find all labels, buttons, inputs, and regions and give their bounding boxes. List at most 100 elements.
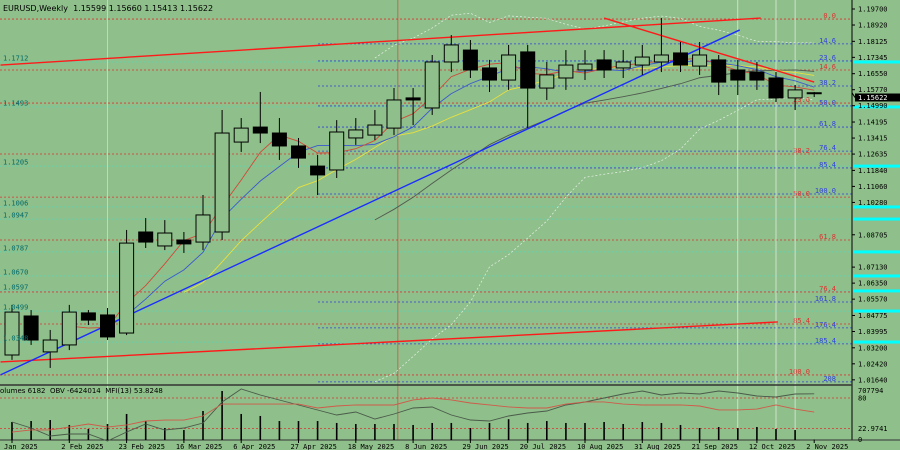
- candle: [386, 88, 402, 136]
- fib-blue-label: 50.0: [819, 99, 836, 107]
- candle-body: [634, 56, 650, 66]
- price-tick-label: 1.08705: [858, 231, 888, 239]
- candle: [310, 154, 326, 196]
- candle-body: [653, 54, 669, 63]
- mfi-line: [11, 397, 815, 433]
- time-tick-label: 27 Apr 2025: [291, 443, 337, 450]
- time-tick-label: 18 May 2025: [348, 443, 394, 450]
- candle: [138, 218, 154, 249]
- candle-body: [749, 71, 765, 81]
- fib-red-label: 100.0: [789, 368, 810, 376]
- fib-blue-label: 61.8: [819, 120, 836, 128]
- price-tick-label: 1.11060: [858, 183, 888, 191]
- candle: [787, 84, 803, 111]
- current-price-pointer: [851, 92, 856, 98]
- bollinger-lower-band: [374, 96, 815, 383]
- time-tick-label: 23 Feb 2025: [119, 443, 165, 450]
- fib-blue-label: 38.2: [819, 79, 836, 87]
- fib-red-label: 76.4: [819, 285, 836, 293]
- fib-red-label: 61.8: [819, 233, 836, 241]
- candle: [615, 50, 631, 78]
- highlight-level-label: 1.1006: [3, 199, 28, 207]
- price-tick-label: 1.02420: [858, 360, 888, 368]
- candle: [367, 110, 383, 141]
- highlight-level-label: 1.0499: [3, 304, 28, 312]
- candle-body: [4, 311, 20, 356]
- time-tick-label: 10 Aug 2025: [577, 443, 623, 450]
- fib-blue-label: 14.6: [819, 37, 836, 45]
- price-tick-label: 1.01640: [858, 376, 888, 384]
- candle-body: [176, 239, 192, 245]
- candle-body: [100, 314, 115, 338]
- indicator-header: olumes 6182 OBV -6424014 MFI(13) 53.8248: [0, 387, 163, 395]
- mfi-axis-low: 22.9741: [858, 425, 888, 433]
- price-tick-label: 1.04775: [858, 312, 888, 320]
- candle-body: [730, 69, 746, 81]
- candle-body: [787, 89, 803, 99]
- price-tick-label: 1.18125: [858, 38, 888, 46]
- price-tick-label: 1.03200: [858, 344, 888, 352]
- highlight-level-box: [853, 250, 900, 254]
- high-value: 1.15660: [108, 4, 142, 13]
- candle-body: [424, 61, 440, 109]
- candle: [329, 120, 345, 178]
- candle-body: [233, 127, 249, 143]
- candle: [176, 231, 192, 253]
- time-tick-label: 16 Mar 2025: [176, 443, 222, 450]
- candle-body: [119, 242, 135, 334]
- highlight-level-label: 1.0348: [3, 335, 28, 343]
- time-tick-label: 8 Jun 2025: [405, 443, 447, 450]
- candle-body: [138, 231, 154, 243]
- highlight-level-box: [853, 274, 900, 278]
- candle-body: [501, 54, 517, 81]
- candle: [501, 44, 517, 90]
- candle: [405, 88, 421, 126]
- fib-red-label: 38.2: [793, 147, 810, 155]
- candle: [596, 50, 612, 78]
- candle: [271, 118, 287, 160]
- candle: [119, 229, 135, 336]
- candle-body: [520, 51, 536, 89]
- candle-body: [443, 44, 459, 63]
- candle-body: [615, 61, 631, 69]
- current-price-box: [855, 93, 900, 102]
- price-tick-label: 1.19700: [858, 6, 888, 14]
- price-tick-label: 1.07130: [858, 264, 888, 272]
- candle: [520, 44, 536, 129]
- candle: [291, 137, 306, 168]
- highlight-level-label: 1.0787: [3, 244, 28, 252]
- candle-body: [329, 131, 345, 171]
- candle-body: [80, 312, 96, 321]
- candle-body: [711, 59, 727, 83]
- candle: [558, 50, 574, 90]
- candle: [42, 329, 58, 368]
- fib-blue-label: 161.8: [815, 295, 836, 303]
- price-tick-label: 1.12635: [858, 151, 888, 159]
- candle-body: [692, 54, 708, 67]
- highlight-level-box: [853, 340, 900, 344]
- candle-body: [23, 315, 39, 341]
- candle-body: [367, 124, 383, 136]
- highlight-level-label: 1.0597: [3, 283, 28, 291]
- candle: [23, 310, 39, 345]
- price-tick-label: 1.03995: [858, 328, 888, 336]
- time-tick-label: 29 Jun 2025: [462, 443, 508, 450]
- fib-blue-label: 176.4: [815, 321, 836, 329]
- fib-blue-label: 85.4: [819, 161, 836, 169]
- time-tick-label: 2 Feb 2025: [61, 443, 103, 450]
- candle-body: [462, 49, 478, 71]
- candle: [692, 42, 708, 75]
- moving-average-blue: [107, 60, 815, 328]
- candle-body: [214, 132, 230, 233]
- low-value: 1.15413: [144, 4, 178, 13]
- trendline-red: [603, 17, 815, 83]
- candle-body: [252, 126, 268, 134]
- open-value: 1.15599: [73, 4, 107, 13]
- highlight-level-box: [853, 309, 900, 313]
- highlight-level-label: 1.1493: [3, 99, 28, 107]
- price-tick-label: 1.11840: [858, 167, 888, 175]
- candle: [424, 54, 440, 115]
- price-tick-label: 1.10280: [858, 199, 888, 207]
- volume-axis-zero: 0: [858, 436, 862, 444]
